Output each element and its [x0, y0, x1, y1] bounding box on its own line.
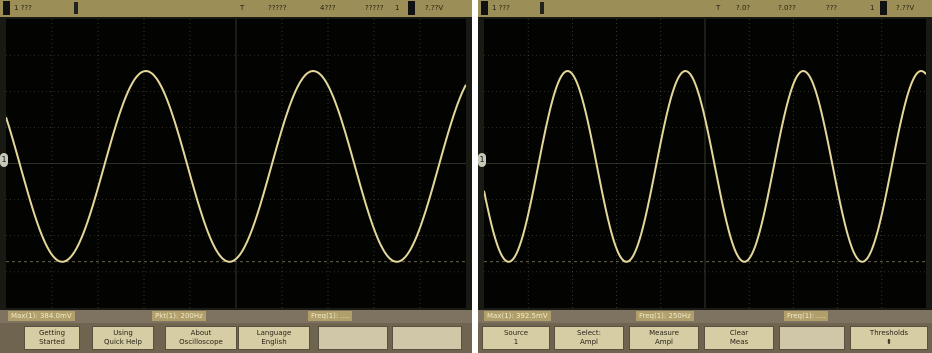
softkey-label: Quick Help — [104, 338, 142, 346]
softkey-language[interactable]: Language English — [238, 326, 310, 350]
softkey-blank[interactable] — [318, 326, 388, 350]
channel-label: 1 ??? — [492, 4, 510, 12]
channel-indicator-icon — [481, 1, 488, 15]
softkey-label: Thresholds — [869, 329, 909, 337]
softkey-label: 1 — [513, 338, 519, 346]
waveform-display[interactable] — [484, 19, 926, 308]
waveform-graticule — [6, 19, 466, 308]
trigger-marker-icon — [540, 2, 544, 14]
softkey-clear-meas[interactable]: Clear Meas — [704, 326, 774, 350]
softkey-quick-help[interactable]: Using Quick Help — [92, 326, 154, 350]
softkey-about-oscilloscope[interactable]: About Oscilloscope — [165, 326, 237, 350]
softkey-getting-started[interactable]: Getting Started — [24, 326, 80, 350]
trigger-indicator-icon — [408, 1, 415, 15]
softkey-blank[interactable] — [392, 326, 462, 350]
waveform-trace — [484, 69, 926, 263]
arrow-icon: ⬍ — [886, 338, 892, 346]
measurement-readout: Freq(1): .... — [784, 311, 829, 321]
softkey-label: Measure — [649, 329, 679, 337]
softkey-label: Ampl — [580, 338, 598, 346]
softkey-blank[interactable] — [779, 326, 845, 350]
softkey-label: Started — [39, 338, 65, 346]
softkey-thresholds[interactable]: Thresholds ⬍ — [850, 326, 928, 350]
softkey-label: English — [261, 338, 287, 346]
channel-label: 1 ??? — [14, 4, 32, 12]
softkey-label: Using — [113, 329, 133, 337]
measurement-readout: Freq(1): 250Hz — [636, 311, 694, 321]
trigger-marker-icon — [74, 2, 78, 14]
measurement-status-bar: Max(1): 392.5mV Freq(1): 250Hz Freq(1): … — [478, 310, 932, 323]
channel-indicator-icon — [3, 1, 10, 15]
softkey-source[interactable]: Source 1 — [482, 326, 550, 350]
softkey-label: Clear — [729, 329, 749, 337]
measurement-readout: Max(1): 392.5mV — [484, 311, 551, 321]
softkey-label: Language — [256, 329, 292, 337]
trigger-level: ?.??V — [896, 4, 915, 12]
softkey-label: Source — [503, 329, 529, 337]
measurement-readout: Max(1): 384.0mV — [8, 311, 75, 321]
softkey-label: Meas — [729, 338, 749, 346]
waveform-graticule — [484, 19, 926, 308]
trigger-channel: 1 — [395, 4, 400, 12]
softkey-label: Select: — [577, 329, 601, 337]
ground-level-icon: 1 — [478, 153, 486, 167]
time-div-readout: 4??? — [320, 4, 336, 12]
marker-label: T — [716, 4, 721, 12]
measurement-readout: Pkt(1): 200Hz — [152, 311, 206, 321]
marker-label: T — [240, 4, 245, 12]
waveform-trace — [6, 69, 466, 263]
trigger-indicator-icon — [880, 1, 887, 15]
top-status-bar: 1 ??? T ????? 4??? ????? 1 ?.??V — [0, 0, 472, 17]
softkey-label: Oscilloscope — [179, 338, 223, 346]
run-stop-readout: ????? — [365, 4, 384, 12]
trigger-channel: 1 — [870, 4, 875, 12]
softkey-label: Ampl — [655, 338, 673, 346]
waveform-display[interactable] — [6, 19, 466, 308]
top-status-bar: 1 ??? T ?.0? ?.0?? ??? 1 ?.??V — [478, 0, 932, 17]
softkey-row: Getting Started Using Quick Help About O… — [0, 323, 472, 353]
trigger-level: ?.??V — [425, 4, 444, 12]
measurement-status-bar: Max(1): 384.0mV Pkt(1): 200Hz Freq(1): .… — [0, 310, 472, 323]
time-readout: ?.0? — [736, 4, 751, 12]
softkey-measure[interactable]: Measure Ampl — [629, 326, 699, 350]
ground-level-icon: 1 — [0, 153, 8, 167]
run-stop-readout: ??? — [826, 4, 838, 12]
softkey-label: About — [190, 329, 212, 337]
oscilloscope-right: 1 ??? T ?.0? ?.0?? ??? 1 ?.??V 1 Max(1):… — [478, 0, 932, 353]
time-readout: ????? — [268, 4, 287, 12]
time-div-readout: ?.0?? — [778, 4, 796, 12]
oscilloscope-left: 1 ??? T ????? 4??? ????? 1 ?.??V 1 Max(1… — [0, 0, 472, 353]
softkey-row: Source 1 Select: Ampl Measure Ampl Clear… — [478, 323, 932, 353]
measurement-readout: Freq(1): .... — [308, 311, 353, 321]
softkey-label: Getting — [38, 329, 66, 337]
softkey-select[interactable]: Select: Ampl — [554, 326, 624, 350]
